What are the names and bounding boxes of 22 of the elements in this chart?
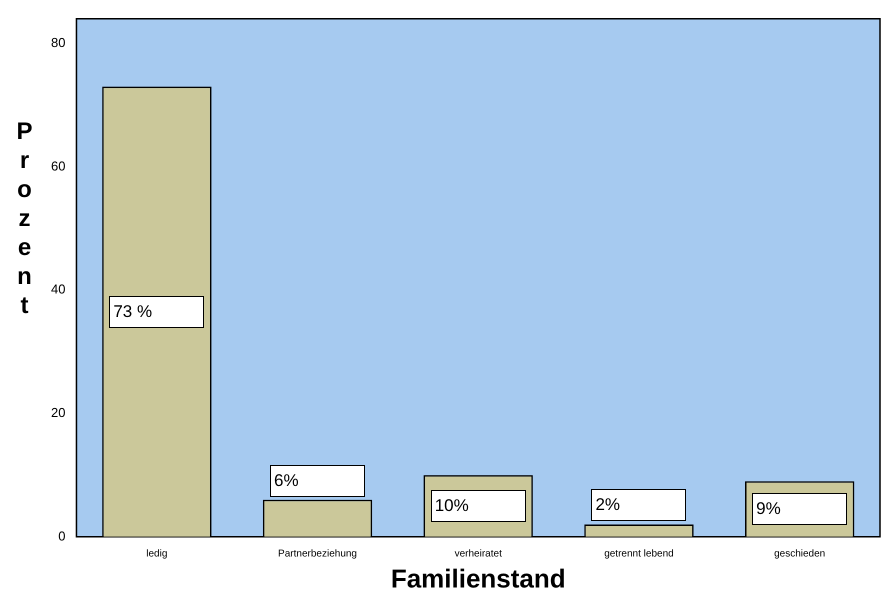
- y-tick-label: 60: [50, 158, 66, 174]
- x-tick-label: geschieden: [774, 548, 826, 560]
- y-tick-label: 80: [50, 35, 66, 50]
- label-box: 73 %: [109, 296, 204, 328]
- data-label: 10%: [434, 496, 469, 515]
- label-box: 6%: [270, 464, 366, 497]
- x-tick-label: ledig: [146, 548, 168, 560]
- label-box: 10%: [430, 490, 526, 522]
- y-tick-label: 20: [50, 405, 66, 420]
- x-tick-label: Partnerbeziehung: [278, 548, 357, 560]
- y-tick-label: 0: [58, 528, 66, 544]
- x-tick-label: getrennt lebend: [604, 548, 674, 560]
- y-axis-title: Prozent: [10, 118, 38, 321]
- data-label: 9%: [756, 499, 781, 518]
- x-axis-title: Familienstand: [390, 564, 566, 594]
- x-tick-label: verheiratet: [454, 548, 502, 560]
- y-tick-label: 40: [50, 282, 66, 297]
- label-box: 2%: [591, 489, 686, 522]
- data-label: 6%: [274, 470, 299, 490]
- label-box: 9%: [752, 493, 848, 526]
- data-label: 73 %: [113, 302, 152, 321]
- data-label: 2%: [595, 495, 620, 514]
